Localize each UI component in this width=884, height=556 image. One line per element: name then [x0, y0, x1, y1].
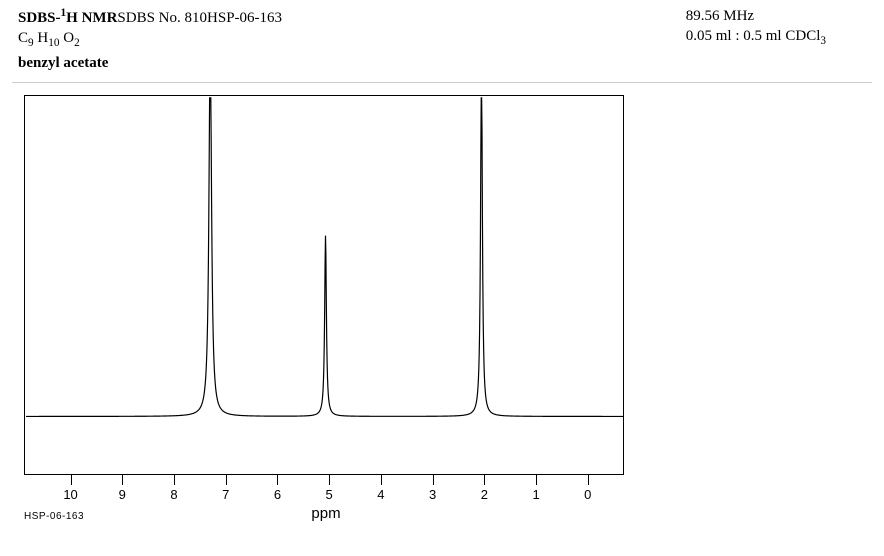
- x-tick-label: 4: [377, 487, 384, 502]
- x-tick: [122, 475, 123, 485]
- header: SDBS-1H NMRSDBS No. 810HSP-06-163 C9 H10…: [0, 0, 884, 76]
- header-divider: [12, 82, 872, 83]
- x-tick-label: 0: [584, 487, 591, 502]
- spectrum-id: HSP-06-163: [24, 511, 84, 522]
- x-tick-label: 6: [274, 487, 281, 502]
- nmr-label: 1H NMR: [61, 10, 118, 26]
- compound-name: benzyl acetate: [18, 51, 282, 73]
- x-tick-label: 7: [222, 487, 229, 502]
- x-axis-ticks: 109876543210: [24, 475, 624, 505]
- x-tick: [277, 475, 278, 485]
- x-tick: [536, 475, 537, 485]
- x-tick-label: 1: [532, 487, 539, 502]
- x-tick: [484, 475, 485, 485]
- header-right: 89.56 MHz 0.05 ml : 0.5 ml CDCl3: [686, 6, 866, 74]
- frequency: 89.56 MHz: [686, 6, 826, 26]
- x-tick: [71, 475, 72, 485]
- sdbs-no: 810HSP-06-163: [185, 10, 283, 26]
- x-tick-label: 8: [170, 487, 177, 502]
- x-tick-label: 9: [119, 487, 126, 502]
- x-tick-label: 10: [63, 487, 77, 502]
- nmr-spectrum-plot: 109876543210 ppm HSP-06-163: [24, 95, 628, 515]
- molecular-formula: C9 H10 O2: [18, 28, 282, 51]
- x-tick: [433, 475, 434, 485]
- x-tick: [174, 475, 175, 485]
- x-tick-label: 3: [429, 487, 436, 502]
- sample-conditions: 0.05 ml : 0.5 ml CDCl3: [686, 26, 826, 49]
- x-tick: [588, 475, 589, 485]
- spectrum-line: [26, 96, 623, 473]
- title-line: SDBS-1H NMRSDBS No. 810HSP-06-163: [18, 6, 282, 28]
- header-left: SDBS-1H NMRSDBS No. 810HSP-06-163 C9 H10…: [18, 6, 282, 74]
- x-tick-label: 2: [481, 487, 488, 502]
- x-axis-label: ppm: [311, 505, 340, 522]
- x-tick: [381, 475, 382, 485]
- x-tick-label: 5: [326, 487, 333, 502]
- db-prefix: SDBS-: [18, 10, 61, 26]
- sdbs-no-label: SDBS No.: [117, 10, 184, 26]
- x-tick: [226, 475, 227, 485]
- x-tick: [329, 475, 330, 485]
